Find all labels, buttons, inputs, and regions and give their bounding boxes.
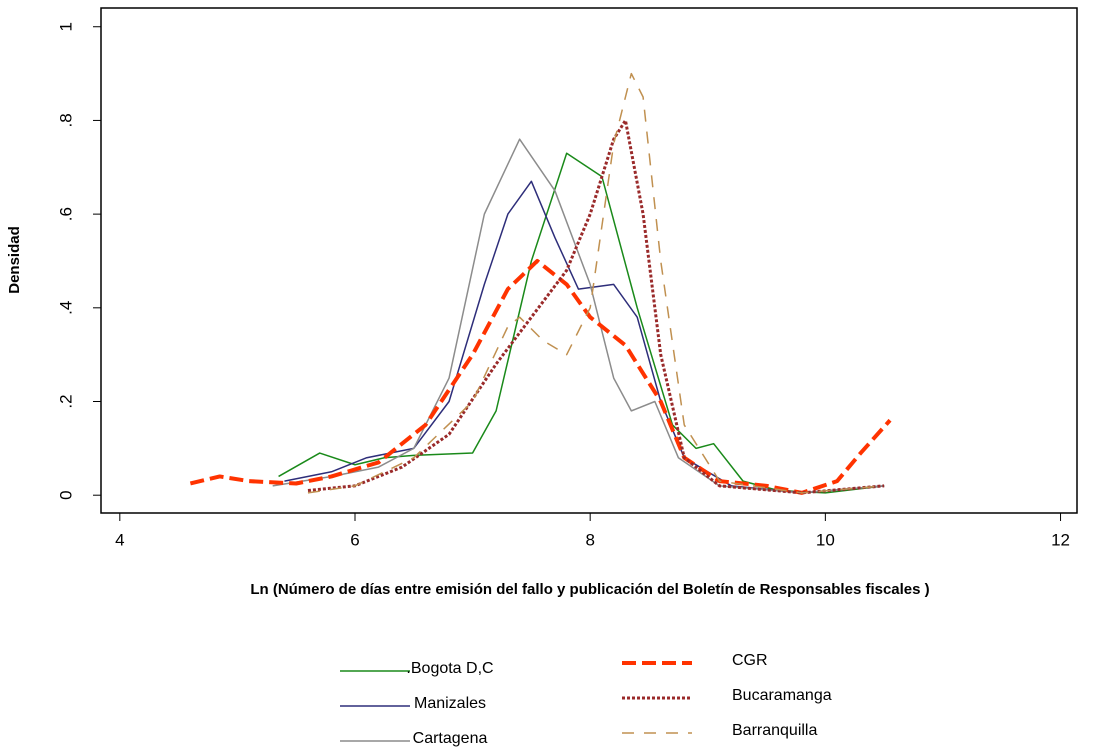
density-line — [307, 72, 885, 494]
y-tick-label: 1 — [56, 22, 75, 31]
density-line — [272, 138, 885, 494]
density-line — [189, 258, 892, 495]
y-tick-label: .4 — [56, 301, 75, 315]
x-tick-label: 10 — [816, 530, 835, 549]
x-tick-label: 12 — [1051, 530, 1070, 549]
x-axis-label: Ln (Número de días entre emisión del fal… — [250, 581, 929, 598]
legend-label: Cartagena — [413, 730, 488, 747]
x-tick-label: 6 — [350, 530, 359, 549]
density-line — [307, 118, 885, 495]
x-tick-label: 4 — [115, 530, 124, 549]
y-tick-label: 0 — [56, 490, 75, 499]
legend-label: Bucaramanga — [732, 687, 832, 704]
y-axis-label: Densidad — [6, 226, 23, 294]
x-tick-label: 8 — [585, 530, 594, 549]
legend-label: Manizales — [414, 695, 486, 712]
plot-frame — [100, 7, 1078, 514]
legend-label: .Bogota D,C — [406, 660, 493, 677]
density-line — [278, 152, 885, 494]
y-tick-label: .8 — [56, 113, 75, 127]
legend-label: Barranquilla — [732, 722, 817, 739]
y-tick-label: .6 — [56, 207, 75, 221]
y-tick-label: .2 — [56, 394, 75, 408]
legend-label: CGR — [732, 652, 768, 669]
